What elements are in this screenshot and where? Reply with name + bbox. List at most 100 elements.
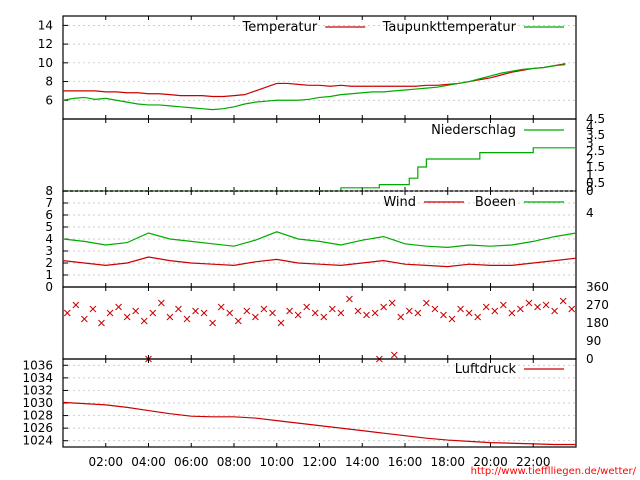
data-point-dir <box>140 317 148 325</box>
data-point-dir <box>559 297 567 305</box>
data-point-dir <box>81 315 88 323</box>
y-tick-label: 1026 <box>22 421 53 435</box>
y-tick-label: 1 <box>45 268 53 282</box>
data-point-dir <box>423 299 430 307</box>
data-point-dir <box>431 305 439 313</box>
legend-label: Temperatur <box>242 20 318 35</box>
credit-link[interactable]: http://www.tiefflliegen.de/wetter/ <box>471 466 637 477</box>
data-point-dir <box>517 305 524 313</box>
data-point-dir <box>491 307 499 315</box>
data-point-dir <box>363 311 370 319</box>
y-right-tick-label: 3.5 <box>586 128 605 142</box>
y-right-tick-label: 0.5 <box>586 176 605 190</box>
x-tick-label: 02:00 <box>88 455 123 469</box>
data-point-dir <box>175 305 182 313</box>
legend-label: Taupunkttemperatur <box>382 20 517 35</box>
y-tick-label: 1036 <box>22 358 53 372</box>
y-right-tick-label: 0 <box>586 184 594 198</box>
data-point-dir <box>209 319 216 327</box>
y-tick-label: 4 <box>45 232 53 246</box>
data-point-dir <box>234 317 242 325</box>
y-tick-label: 10 <box>38 56 53 70</box>
data-point-dir <box>226 309 234 317</box>
y-right-tick-label: 2.5 <box>586 144 605 158</box>
panel-temp: 6 8 10 12 14 Taupunkttemperatur Temperatur <box>38 15 577 120</box>
x-tick-label: 22:00 <box>516 455 551 469</box>
data-point-dir <box>414 309 422 317</box>
x-tick-label: 14:00 <box>345 455 380 469</box>
data-point-dir <box>508 309 516 317</box>
y-tick-label: 6 <box>45 93 53 107</box>
series-line-temp-1 <box>62 64 566 111</box>
data-point-dir <box>200 309 208 317</box>
legend-label: Wind <box>383 195 416 210</box>
data-point-dir <box>354 307 362 315</box>
data-point-dir <box>380 303 387 311</box>
data-point-dir <box>294 311 302 319</box>
data-point-dir <box>320 313 328 321</box>
y-right-tick-label: 3 <box>586 180 594 194</box>
y-tick-label: 8 <box>45 184 53 198</box>
y-tick-label: 7 <box>45 196 53 210</box>
data-point-dir <box>183 315 191 323</box>
data-point-dir <box>474 313 482 321</box>
data-point-dir <box>132 307 140 315</box>
series-line-rain-0 <box>63 147 576 192</box>
data-point-dir <box>499 301 507 309</box>
y-tick-label: 3 <box>45 244 53 258</box>
y-tick-label: 14 <box>38 18 53 32</box>
data-point-dir <box>166 313 174 321</box>
y-tick-label: 6 <box>45 208 53 222</box>
data-point-dir <box>89 305 97 313</box>
y-right-tick-label: 0 <box>586 352 594 366</box>
y-tick-label: 2 <box>45 256 53 270</box>
data-point-dir <box>448 315 456 323</box>
data-point-dir <box>568 305 576 313</box>
series-line-wind-1 <box>62 231 577 249</box>
data-point-dir <box>388 299 396 307</box>
x-tick-label: 16:00 <box>388 455 423 469</box>
data-point-dir <box>542 301 550 309</box>
legend-label: Luftdruck <box>455 362 517 377</box>
y-right-tick-label: 4 <box>586 206 594 220</box>
data-point-dir <box>277 319 285 327</box>
data-point-dir <box>269 309 276 317</box>
y-tick-label: 12 <box>38 37 53 51</box>
data-point-dir <box>405 307 413 315</box>
data-point-dir <box>149 309 157 317</box>
data-point-dir <box>115 303 122 311</box>
y-right-tick-label: 270 <box>586 298 609 312</box>
data-point-dir <box>252 313 259 321</box>
y-right-tick-label: 3 <box>586 136 594 150</box>
data-point-dir <box>465 309 473 317</box>
y-right-tick-label: 1.5 <box>586 160 605 174</box>
x-tick-label: 06:00 <box>174 455 209 469</box>
series-line-wind-0 <box>62 256 577 268</box>
data-point-dir <box>157 299 165 307</box>
data-point-dir <box>328 305 336 313</box>
series-line-pressure-0 <box>62 401 576 446</box>
y-right-tick-label: 360 <box>586 280 609 294</box>
data-point-dir <box>243 307 251 315</box>
y-right-tick-label: 2 <box>586 152 594 166</box>
data-point-dir <box>63 309 71 317</box>
data-point-dir <box>98 319 105 327</box>
panel-dir: 0 90 180 270 360 <box>62 280 609 366</box>
y-tick-label: 8 <box>45 75 53 89</box>
data-point-dir <box>440 311 447 319</box>
x-tick-label: 08:00 <box>217 455 252 469</box>
x-tick-label: 12:00 <box>302 455 337 469</box>
data-point-dir <box>106 309 114 317</box>
data-point-dir <box>192 307 199 315</box>
data-point-dir <box>371 309 379 317</box>
data-point-dir <box>311 309 319 317</box>
data-point-dir <box>260 305 268 313</box>
x-tick-label: 20:00 <box>473 455 508 469</box>
y-right-tick-label: 1 <box>586 168 594 182</box>
data-point-dir <box>534 303 541 311</box>
data-point-dir <box>303 303 311 311</box>
y-tick-label: 1024 <box>22 434 53 448</box>
data-point-dir <box>123 313 131 321</box>
